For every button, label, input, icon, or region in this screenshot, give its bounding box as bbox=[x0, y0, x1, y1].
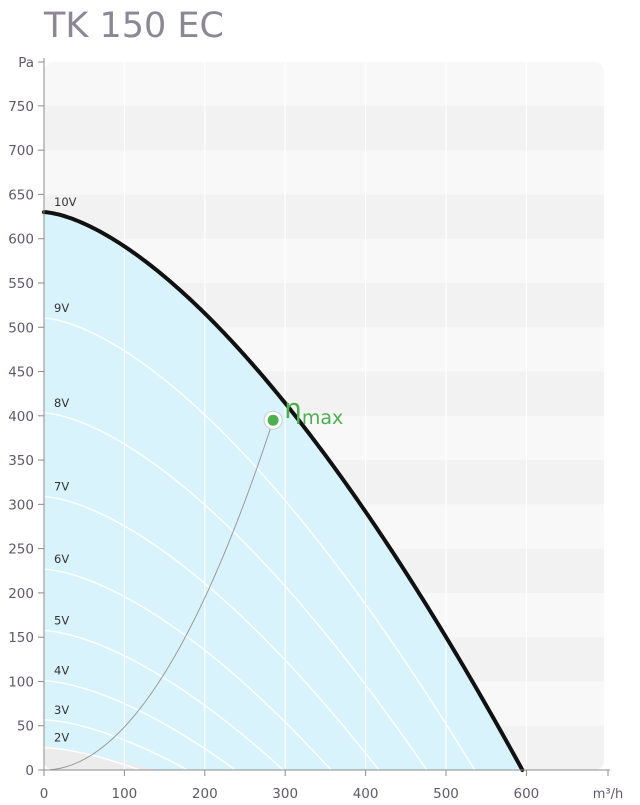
max-efficiency-marker bbox=[267, 414, 279, 426]
x-tick-label: 400 bbox=[353, 786, 379, 802]
curve-4v bbox=[44, 680, 236, 770]
y-tick-label: 600 bbox=[8, 232, 34, 248]
y-tick-label: 400 bbox=[8, 409, 34, 425]
x-tick-label: 300 bbox=[272, 786, 298, 802]
y-tick-label: 300 bbox=[8, 497, 34, 513]
efficiency-curve bbox=[44, 420, 274, 770]
curve-9v bbox=[44, 317, 476, 770]
y-tick-label: 200 bbox=[8, 586, 34, 602]
x-tick-label: 100 bbox=[112, 786, 138, 802]
x-tick-label: 600 bbox=[514, 786, 540, 802]
voltage-label-7v: 7V bbox=[54, 480, 69, 494]
voltage-label-2v: 2V bbox=[54, 731, 69, 745]
y-tick-label: 350 bbox=[8, 453, 34, 469]
curve-5v bbox=[44, 629, 284, 770]
y-tick-label: 250 bbox=[8, 542, 34, 558]
x-tick-label: 500 bbox=[433, 786, 459, 802]
voltage-label-6v: 6V bbox=[54, 552, 69, 566]
grid-band bbox=[44, 62, 604, 106]
curve-2v bbox=[44, 747, 140, 770]
max-efficiency-label: ηmax bbox=[284, 392, 343, 429]
curve-8v bbox=[44, 412, 428, 770]
curve-7v bbox=[44, 496, 380, 770]
y-tick-label: 150 bbox=[8, 630, 34, 646]
y-tick-label: 550 bbox=[8, 276, 34, 292]
y-tick-label: 750 bbox=[8, 99, 34, 115]
voltage-label-5v: 5V bbox=[54, 614, 69, 628]
y-tick-label: 50 bbox=[17, 719, 34, 735]
y-tick-label: 500 bbox=[8, 320, 34, 336]
operating-area bbox=[44, 212, 523, 770]
y-tick-label: 100 bbox=[8, 674, 34, 690]
x-axis-unit: m³/h bbox=[593, 787, 624, 802]
voltage-label-4v: 4V bbox=[54, 664, 69, 678]
y-tick-label: 700 bbox=[8, 143, 34, 159]
chart-title: TK 150 EC bbox=[44, 6, 224, 46]
grid-band bbox=[44, 150, 604, 195]
curve-6v bbox=[44, 568, 332, 770]
x-tick-label: 0 bbox=[40, 786, 49, 802]
grid-band bbox=[44, 194, 604, 239]
voltage-label-3v: 3V bbox=[54, 703, 69, 717]
curve-3v bbox=[44, 719, 188, 770]
x-tick-label: 200 bbox=[192, 786, 218, 802]
voltage-label-8v: 8V bbox=[54, 396, 69, 410]
grid-band bbox=[44, 105, 604, 151]
y-tick-label: 0 bbox=[25, 763, 34, 779]
y-tick-label: 450 bbox=[8, 365, 34, 381]
y-tick-label: 650 bbox=[8, 187, 34, 203]
y-axis-unit: Pa bbox=[18, 55, 34, 71]
voltage-label-9v: 9V bbox=[54, 301, 69, 315]
curve-10v bbox=[42, 210, 525, 772]
voltage-label-10v: 10V bbox=[54, 195, 77, 209]
